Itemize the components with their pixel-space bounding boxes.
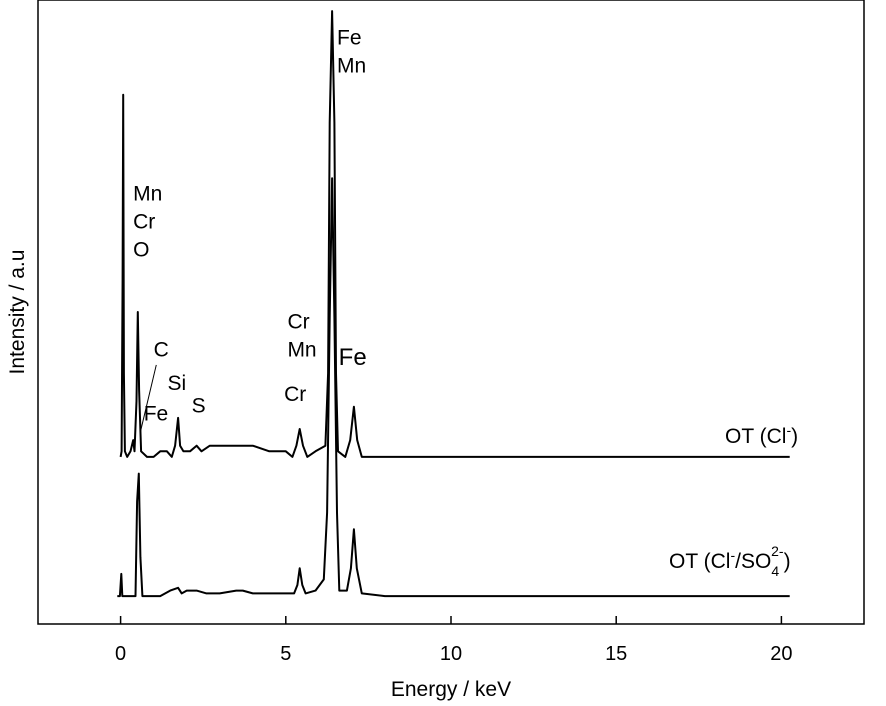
x-tick-label: 5 [280, 643, 291, 665]
series-label-ot-cl: OT (Cl-) [725, 422, 798, 448]
series-line-1 [119, 10, 790, 458]
peak-label: Fe [144, 403, 169, 426]
peak-label: Cr [287, 311, 309, 334]
peak-label: Fe [339, 344, 367, 371]
peak-label: S [192, 394, 206, 417]
series-layer [117, 10, 790, 598]
series-line-2 [117, 177, 790, 598]
x-tick-label: 20 [770, 643, 792, 665]
series-label-ot-cl-so4: OT (Cl-/SO42-) [669, 543, 791, 579]
x-axis-ticks: 0 5 10 15 20 [115, 616, 793, 665]
series-labels: OT (Cl-) OT (Cl-/SO42-) [669, 422, 798, 579]
x-tick-label: 10 [440, 643, 462, 665]
peak-label: Mn [287, 339, 316, 362]
peak-annotations: Fe Mn Mn Cr O C SiS Fe Cr Mn Fe Cr [133, 27, 367, 426]
peak-label: Si [168, 372, 187, 395]
peak-label: C [154, 339, 169, 362]
peak-label: Fe [337, 27, 362, 50]
x-axis-label: Energy / keV [391, 678, 511, 701]
peak-label: Mn [133, 183, 162, 206]
peak-label: Mn [337, 54, 366, 77]
carbon-pointer-line [139, 364, 157, 432]
peak-label: Cr [284, 383, 306, 406]
peak-label: Cr [133, 210, 155, 233]
x-tick-label: 15 [605, 643, 627, 665]
y-axis-label: Intensity / a.u [6, 250, 29, 375]
peak-label: O [133, 238, 149, 261]
x-tick-label: 0 [115, 643, 126, 665]
